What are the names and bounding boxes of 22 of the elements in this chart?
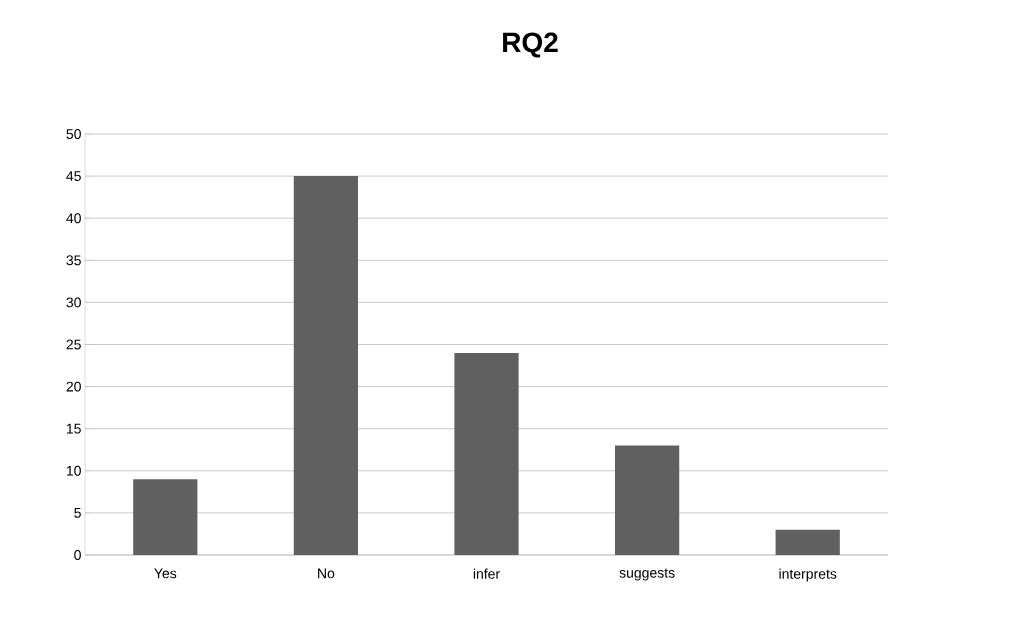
bar bbox=[775, 529, 840, 555]
y-tick-label: 30 bbox=[66, 297, 81, 308]
bar bbox=[133, 479, 198, 555]
y-tick-label: 45 bbox=[66, 171, 81, 181]
bar bbox=[293, 176, 359, 555]
y-tick-label: 0 bbox=[74, 550, 81, 560]
y-tick-label: 35 bbox=[66, 255, 81, 266]
x-tick-label: interprets bbox=[779, 568, 837, 582]
bar bbox=[614, 445, 680, 555]
y-tick-label: 20 bbox=[66, 381, 81, 392]
chart-title: RQ2 bbox=[503, 32, 558, 58]
y-tick-label: 10 bbox=[66, 465, 81, 476]
x-tick-label: infer bbox=[473, 568, 500, 579]
bar bbox=[454, 352, 519, 555]
x-tick-label: Yes bbox=[154, 568, 177, 579]
y-tick-label: 40 bbox=[66, 213, 81, 224]
x-tick-label: suggests bbox=[619, 568, 675, 581]
y-tick-label: 5 bbox=[74, 508, 81, 518]
y-tick-label: 50 bbox=[66, 129, 81, 139]
x-tick-label: No bbox=[318, 568, 335, 579]
y-tick-label: 15 bbox=[66, 423, 81, 434]
y-tick-label: 25 bbox=[66, 339, 81, 350]
